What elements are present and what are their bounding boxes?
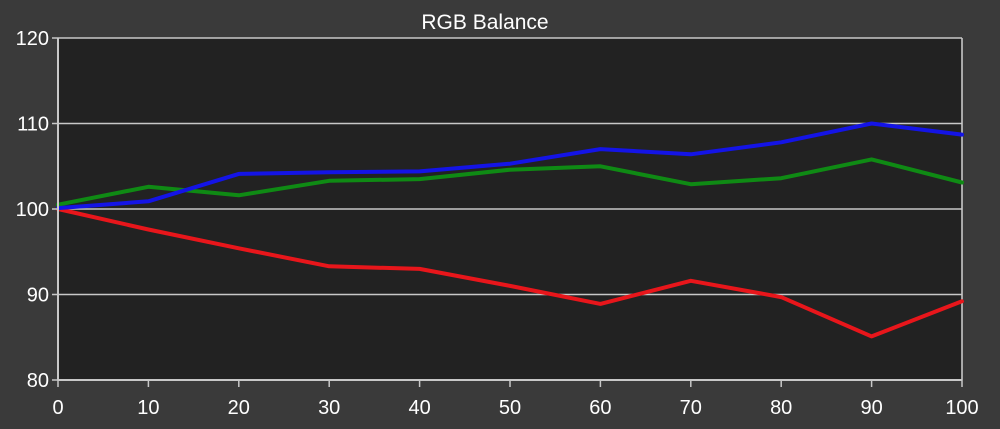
x-tick-label: 20 bbox=[228, 397, 250, 419]
y-tick-label: 80 bbox=[27, 370, 49, 392]
x-tick-label: 10 bbox=[137, 397, 159, 419]
x-tick-label: 40 bbox=[408, 397, 430, 419]
y-tick-label: 90 bbox=[27, 285, 49, 307]
chart-title: RGB Balance bbox=[421, 11, 548, 34]
x-tick-label: 100 bbox=[945, 397, 978, 419]
axes bbox=[52, 37, 963, 387]
x-tick-label: 70 bbox=[680, 397, 702, 419]
x-tick-label: 60 bbox=[589, 397, 611, 419]
green-series-line bbox=[56, 157, 964, 207]
y-tick-label: 120 bbox=[16, 28, 49, 50]
tick-labels: 80 90 100 110 120 0 10 20 30 40 50 60 70 80 90 100 bbox=[16, 28, 979, 419]
series-lines bbox=[56, 121, 964, 339]
x-tick-label: 80 bbox=[770, 397, 792, 419]
x-tick-label: 0 bbox=[52, 397, 63, 419]
x-tick-label: 30 bbox=[318, 397, 340, 419]
y-tick-label: 100 bbox=[16, 199, 49, 221]
x-tick-label: 90 bbox=[860, 397, 882, 419]
red-series-line bbox=[56, 207, 964, 339]
blue-series-line bbox=[56, 121, 964, 211]
y-tick-label: 110 bbox=[17, 114, 49, 136]
x-tick-label: 50 bbox=[499, 397, 521, 419]
